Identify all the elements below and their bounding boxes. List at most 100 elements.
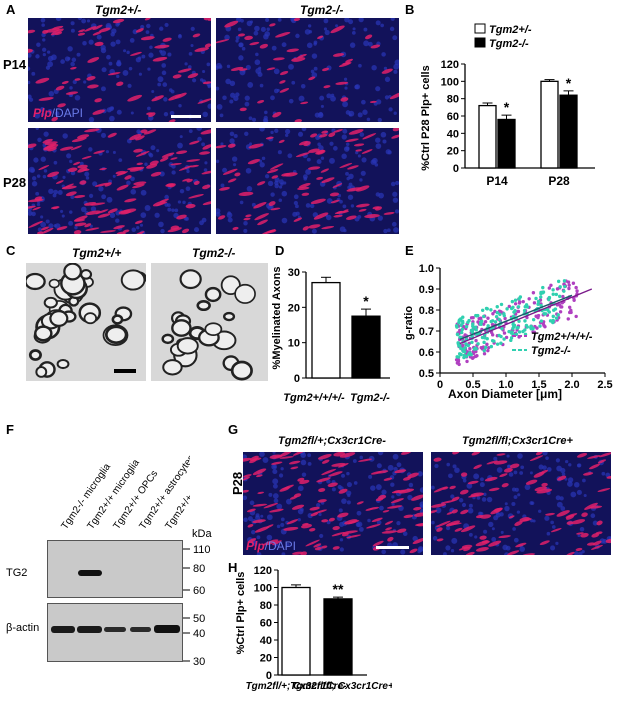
panel-a-row-label-p14: P14 (3, 57, 27, 72)
data-point (465, 359, 469, 364)
data-point (486, 316, 490, 320)
data-point (551, 318, 555, 323)
data-point (503, 316, 507, 321)
data-point (541, 285, 545, 290)
data-point (558, 310, 563, 314)
data-point (516, 325, 520, 330)
chart-b-ylabel: %Ctrl P28 Plp+ cells (420, 65, 432, 170)
y-tick-label: 80 (260, 600, 272, 612)
data-point (534, 314, 538, 318)
data-point (485, 307, 489, 311)
y-tick-label: 20 (447, 146, 459, 158)
fit-line (459, 288, 593, 345)
data-point (493, 320, 498, 324)
data-point (474, 347, 478, 351)
data-point (531, 291, 536, 295)
band-actin (51, 626, 75, 633)
data-point (539, 319, 544, 323)
data-point (575, 289, 579, 293)
data-point (513, 302, 518, 306)
marker-50: 50 (193, 613, 205, 625)
data-point (502, 337, 506, 341)
legend-label-ko: Tgm2-/- (531, 345, 571, 357)
data-point (457, 319, 461, 323)
data-point (541, 290, 546, 294)
chart-e-xlabel: Axon Diameter [μm] (448, 387, 562, 401)
data-point (556, 313, 560, 317)
panel-a-col-label-ko: Tgm2-/- (300, 3, 344, 17)
data-point (462, 355, 466, 360)
data-point (464, 354, 469, 358)
data-point (567, 305, 572, 309)
data-point (495, 342, 500, 346)
y-tick-label: 0.5 (419, 368, 434, 380)
data-point (563, 284, 567, 289)
category-label: P14 (486, 174, 508, 188)
data-point (549, 283, 553, 287)
data-point (490, 333, 495, 337)
data-point (542, 312, 546, 316)
significance-label: ** (333, 581, 344, 597)
data-point (481, 322, 486, 326)
panel-label-e: E (405, 243, 414, 258)
panel-label-f: F (6, 422, 14, 437)
panel-a-stain-label: Plp/DAPI (33, 106, 84, 120)
data-point (531, 317, 536, 322)
data-point (461, 315, 465, 319)
micrograph-a-ko-p28 (216, 128, 399, 234)
data-point (498, 312, 502, 317)
legend-swatch-ko (474, 37, 486, 48)
data-point (567, 283, 571, 287)
panel-label-h: H (228, 560, 238, 575)
panel-label-g: G (228, 422, 239, 437)
western-blot-tg2 (47, 540, 183, 598)
data-point (490, 322, 495, 327)
panel-c-col-label-ko: Tgm2-/- (192, 246, 236, 260)
x-tick-label: 2.5 (597, 379, 612, 391)
data-point (571, 281, 576, 285)
data-point (510, 299, 515, 304)
band-tg2 (78, 570, 102, 576)
data-point (499, 341, 503, 345)
significance-label: * (566, 75, 572, 91)
data-point (534, 296, 538, 301)
band-actin (77, 626, 102, 633)
data-point (567, 286, 571, 291)
micrograph-a-het-p28 (28, 128, 211, 234)
data-point (556, 279, 561, 284)
data-point (532, 301, 537, 305)
data-point (460, 330, 464, 335)
chart-d-xlabel-0: Tgm2+/+/+/- (283, 392, 345, 404)
data-point (557, 303, 562, 307)
y-tick-label: 80 (447, 94, 459, 106)
bar (540, 80, 559, 169)
y-tick-label: 0 (294, 373, 300, 385)
data-point (574, 314, 578, 319)
legend-label-ko: Tgm2-/- (489, 38, 529, 50)
y-tick-label: 10 (288, 338, 300, 350)
significance-label: * (363, 293, 369, 309)
data-point (474, 349, 478, 354)
marker-40: 40 (193, 628, 205, 640)
y-tick-label: 40 (260, 635, 272, 647)
data-point (566, 317, 570, 321)
data-point (509, 336, 514, 340)
em-micrograph-ko (151, 263, 268, 381)
data-point (483, 319, 488, 324)
data-point (464, 324, 469, 329)
data-point (457, 362, 461, 367)
data-point (482, 348, 486, 353)
data-point (548, 319, 553, 323)
chart-b: Tgm2+/- Tgm2-/- %Ctrl P28 Plp+ cells 0 20… (420, 23, 595, 188)
scale-bar (171, 115, 201, 118)
data-point (489, 319, 493, 324)
data-point (551, 288, 555, 292)
data-point (474, 328, 478, 332)
y-tick-label: 0.6 (419, 347, 434, 359)
data-point (507, 304, 512, 309)
data-point (551, 314, 555, 319)
data-point (480, 308, 485, 312)
chart-h-xlabel-1: Tgm2fl/fl; Cx3cr1Cre+ (290, 681, 392, 692)
data-point (562, 279, 567, 283)
micrograph-a-het-p14: Plp/DAPI (28, 18, 211, 122)
